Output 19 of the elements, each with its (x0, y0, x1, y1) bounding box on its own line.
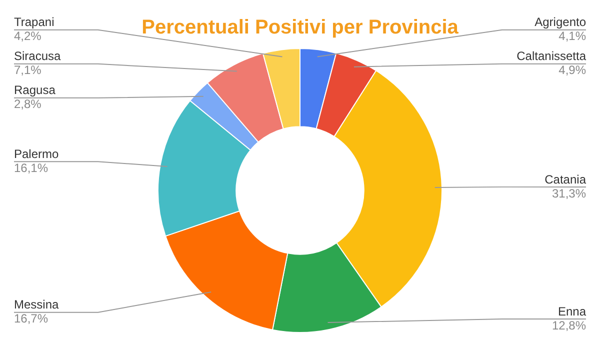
slice-label: Ragusa (14, 83, 56, 98)
data-label: 16,7% (14, 312, 48, 326)
slice-label: Enna (558, 304, 586, 318)
data-label: 7,1% (14, 63, 42, 78)
slice-label: Palermo (14, 146, 60, 161)
data-label: 31,3% (552, 186, 586, 200)
data-label: 4,1% (558, 29, 586, 44)
slice-label: Trapani (14, 15, 54, 30)
slice-label: Agrigento (534, 15, 586, 30)
slice-label: Messina (14, 298, 60, 312)
data-label: 4,9% (558, 63, 586, 78)
slice-label: Siracusa (14, 49, 62, 64)
data-label: 2,8% (14, 97, 42, 112)
chart-title: Percentuali Positivi per Provincia (142, 16, 460, 39)
data-label: 4,2% (14, 29, 42, 44)
slice-label: Catania (544, 172, 586, 186)
slice-label: Caltanissetta (516, 49, 586, 64)
data-label: 16,1% (14, 160, 48, 175)
data-label: 12,8% (552, 318, 586, 332)
